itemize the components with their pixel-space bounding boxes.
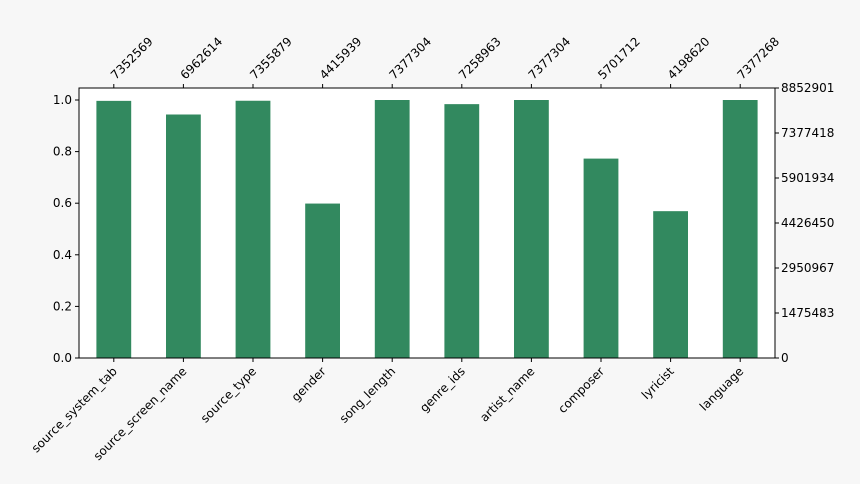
x-tick-label: composer — [555, 364, 607, 416]
top-count-label: 7377304 — [386, 34, 434, 82]
bar — [374, 99, 410, 358]
x-tick-label: language — [697, 364, 746, 413]
bar — [166, 114, 201, 358]
x-tick-label: source_type — [198, 364, 259, 425]
top-count-label: 6962614 — [178, 34, 226, 82]
y-tick-label: 1.0 — [53, 93, 72, 107]
top-count-label: 5701712 — [595, 34, 643, 82]
top-count-label: 4198620 — [665, 34, 713, 82]
x-tick-label: song_length — [337, 364, 399, 426]
y2-tick-label: 4426450 — [781, 216, 834, 230]
y2-tick-label: 8852901 — [781, 81, 834, 95]
bar — [722, 100, 758, 358]
top-count-label: 7377304 — [526, 34, 574, 82]
y2-tick-label: 2950967 — [781, 261, 834, 275]
top-count-label: 7377268 — [734, 34, 782, 82]
x-tick-label: lyricist — [639, 364, 677, 402]
top-count-label: 7352569 — [108, 34, 156, 82]
bar — [96, 100, 132, 358]
y2-tick-label: 7377418 — [781, 126, 834, 140]
y2-tick-label: 1475483 — [781, 306, 834, 320]
bar — [653, 211, 688, 358]
bar — [444, 104, 480, 358]
y2-tick-label: 5901934 — [781, 171, 834, 185]
top-count-label: 4415939 — [317, 34, 365, 82]
y-tick-label: 0.6 — [53, 196, 72, 210]
bar — [583, 158, 619, 358]
x-tick-label: genre_ids — [417, 364, 468, 415]
y-tick-label: 0.8 — [53, 145, 72, 159]
bar — [514, 99, 549, 358]
bar — [235, 100, 271, 358]
top-count-label: 7355879 — [247, 34, 295, 82]
y2-tick-label: 0 — [781, 351, 789, 365]
y-tick-label: 0.4 — [53, 248, 72, 262]
x-tick-label: artist_name — [477, 364, 537, 424]
x-tick-label: gender — [289, 364, 329, 404]
bar — [305, 203, 340, 358]
y-tick-label: 0.2 — [53, 299, 72, 313]
y-tick-label: 0.0 — [53, 351, 72, 365]
top-count-label: 7258963 — [456, 34, 504, 82]
plot-frame — [78, 87, 776, 359]
